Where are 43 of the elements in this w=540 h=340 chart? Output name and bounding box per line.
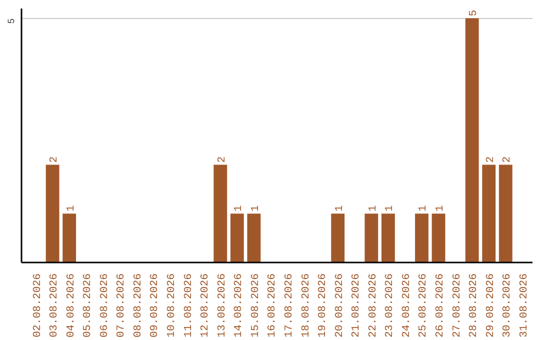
data-label: 1 bbox=[65, 205, 78, 212]
data-label: 1 bbox=[384, 205, 396, 212]
x-tick-label: 14.08.2026 bbox=[233, 273, 246, 338]
x-tick-label: 17.08.2026 bbox=[283, 273, 296, 338]
x-tick-label: 08.08.2026 bbox=[132, 273, 144, 338]
x-tick-label: 27.08.2026 bbox=[451, 273, 464, 338]
x-tick-label: 30.08.2026 bbox=[502, 273, 514, 338]
x-tick-label: 06.08.2026 bbox=[98, 273, 111, 338]
x-tick-label: 10.08.2026 bbox=[166, 273, 178, 338]
x-tick-label: 09.08.2026 bbox=[149, 273, 162, 338]
x-tick-label: 21.08.2026 bbox=[350, 273, 363, 338]
data-label: 1 bbox=[250, 205, 262, 212]
x-tick-label: 18.08.2026 bbox=[300, 273, 312, 338]
data-label: 2 bbox=[216, 156, 228, 163]
x-tick-label: 16.08.2026 bbox=[266, 273, 279, 338]
x-tick-label: 03.08.2026 bbox=[48, 273, 61, 338]
x-tick-label: 24.08.2026 bbox=[400, 273, 413, 338]
data-label: 5 bbox=[468, 10, 480, 16]
data-label: 2 bbox=[48, 156, 61, 163]
data-label: 1 bbox=[367, 205, 380, 212]
x-tick-label: 04.08.2026 bbox=[65, 273, 78, 338]
data-label: 1 bbox=[334, 205, 346, 212]
x-tick-label: 13.08.2026 bbox=[216, 273, 228, 338]
data-label: 2 bbox=[484, 156, 497, 163]
data-label: 1 bbox=[434, 205, 447, 212]
x-tick-label: 20.08.2026 bbox=[334, 273, 346, 338]
data-label: 1 bbox=[418, 205, 430, 212]
x-tick-label: 02.08.2026 bbox=[32, 273, 44, 338]
x-tick-label: 22.08.2026 bbox=[367, 273, 380, 338]
x-tick-label: 25.08.2026 bbox=[418, 273, 430, 338]
x-tick-label: 28.08.2026 bbox=[468, 273, 480, 338]
data-label: 2 bbox=[502, 156, 514, 163]
x-tick-label: 05.08.2026 bbox=[82, 273, 94, 338]
x-tick-label: 12.08.2026 bbox=[200, 273, 212, 338]
x-tick-label: 23.08.2026 bbox=[384, 273, 396, 338]
x-tick-label: 07.08.2026 bbox=[116, 273, 128, 338]
x-tick-label: 26.08.2026 bbox=[434, 273, 447, 338]
x-tick-label: 19.08.2026 bbox=[317, 273, 330, 338]
x-tick-label: 15.08.2026 bbox=[250, 273, 262, 338]
x-tick-label: 29.08.2026 bbox=[484, 273, 497, 338]
data-label: 1 bbox=[233, 205, 246, 212]
x-tick-label: 11.08.2026 bbox=[182, 273, 195, 338]
x-tick-label: 31.08.2026 bbox=[518, 273, 530, 338]
